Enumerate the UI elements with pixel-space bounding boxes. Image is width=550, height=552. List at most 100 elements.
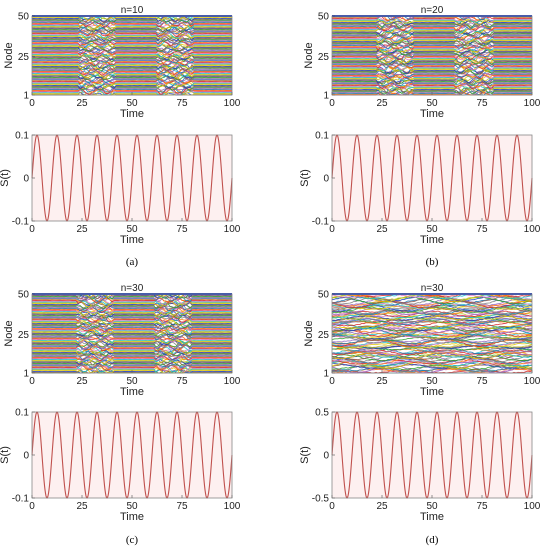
node-line: [331, 37, 533, 46]
node-line: [332, 21, 533, 29]
node-line: [332, 46, 533, 52]
node-line: [331, 19, 533, 27]
node-line: [31, 31, 232, 39]
node-line: [32, 294, 232, 303]
x-axis-label: Time: [120, 386, 144, 398]
y-tick-label: 1: [323, 369, 329, 380]
x-axis-label: Time: [120, 108, 144, 120]
node-line: [331, 81, 532, 88]
node-line: [331, 57, 533, 66]
node-line: [31, 49, 232, 56]
node-line: [32, 56, 232, 62]
node-line: [31, 339, 232, 347]
node-line: [332, 19, 532, 26]
node-line: [332, 76, 533, 84]
y-tick-label: 0: [323, 174, 329, 185]
node-line: [32, 310, 232, 316]
node-line: [32, 350, 233, 357]
node-trajectories: [31, 15, 233, 96]
x-tick-label: 25: [376, 98, 388, 109]
node-line: [332, 54, 533, 61]
node-line: [32, 23, 233, 31]
node-line: [31, 352, 232, 361]
node-line: [331, 55, 533, 62]
node-line: [332, 39, 533, 47]
node-line: [32, 69, 233, 77]
x-tick-label: 25: [376, 224, 388, 235]
x-tick-label: 75: [176, 98, 188, 109]
signal-line: [31, 134, 233, 222]
y-tick-label: 0.1: [315, 131, 329, 142]
node-line: [32, 329, 232, 337]
node-line: [32, 297, 233, 303]
node-heatmap: n=20 0 25 50 75 100 Time 1 25 50 Node: [303, 5, 541, 120]
node-line: [31, 41, 232, 49]
node-line: [32, 33, 233, 42]
node-line: [332, 83, 532, 90]
node-line: [331, 87, 533, 95]
node-line: [331, 321, 533, 330]
node-line: [32, 303, 232, 310]
x-tick-label: 0: [329, 376, 335, 387]
node-line: [31, 62, 232, 70]
node-line: [32, 335, 233, 341]
node-line: [331, 31, 533, 39]
node-line: [331, 345, 533, 350]
node-line: [332, 65, 532, 72]
node-line: [31, 332, 233, 339]
x-tick-label: 25: [76, 224, 88, 235]
node-line: [331, 51, 533, 59]
x-tick-label: 75: [176, 376, 188, 387]
node-line: [331, 55, 533, 64]
node-line: [31, 311, 232, 319]
x-tick-label: 25: [76, 98, 88, 109]
node-line: [32, 336, 232, 343]
node-line: [331, 37, 533, 45]
node-line: [331, 33, 533, 40]
node-line: [31, 316, 233, 325]
node-line: [31, 64, 233, 72]
node-line: [31, 318, 233, 325]
node-line: [32, 341, 233, 350]
node-line: [31, 83, 232, 91]
node-line: [331, 29, 533, 37]
y-axis-label: S(t): [0, 169, 11, 187]
node-line: [31, 45, 232, 52]
node-line: [31, 79, 233, 87]
node-line: [32, 334, 233, 341]
node-line: [332, 79, 533, 86]
node-line: [32, 51, 232, 58]
node-line: [332, 84, 533, 91]
node-line: [332, 28, 532, 35]
node-line: [32, 315, 233, 323]
node-line: [331, 22, 533, 29]
node-line: [332, 36, 533, 42]
node-line: [332, 72, 533, 79]
node-line: [32, 352, 233, 359]
node-line: [331, 43, 532, 50]
node-line: [31, 308, 233, 314]
node-line: [31, 81, 233, 89]
node-line: [31, 364, 232, 371]
node-line: [332, 82, 533, 90]
node-line: [31, 85, 232, 93]
x-axis-label: Time: [420, 234, 444, 246]
x-tick-label: 50: [126, 98, 138, 109]
node-line: [31, 22, 232, 30]
x-axis-label: Time: [420, 108, 444, 120]
y-tick-label: 1: [23, 91, 29, 102]
node-line: [32, 15, 233, 23]
node-line: [31, 360, 232, 367]
node-line: [32, 355, 233, 362]
node-line: [331, 59, 533, 66]
node-line: [31, 361, 232, 370]
x-tick-label: 75: [176, 501, 188, 512]
node-line: [31, 341, 232, 349]
panel-label: (c): [126, 534, 139, 546]
node-line: [31, 60, 233, 67]
x-axis-label: Time: [120, 511, 144, 523]
node-line: [31, 84, 233, 92]
node-line: [31, 85, 233, 92]
